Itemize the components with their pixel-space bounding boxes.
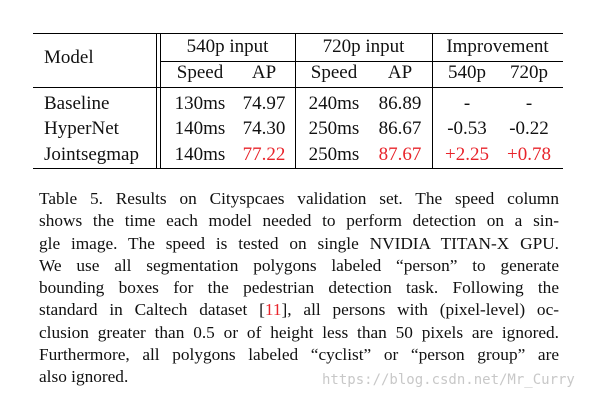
row-jointsegmap-imp-540: +2.25 bbox=[445, 144, 489, 165]
header-ap-720: AP bbox=[387, 62, 413, 83]
row-jointsegmap-model: Jointsegmap bbox=[44, 144, 139, 165]
header-imp-540: 540p bbox=[448, 62, 486, 83]
row-baseline-imp-540: - bbox=[463, 93, 471, 114]
row-baseline-imp-720: - bbox=[525, 93, 533, 114]
row-jointsegmap-speed-540: 140ms bbox=[174, 144, 226, 165]
row-hypernet-ap-720: 86.67 bbox=[378, 118, 422, 139]
caption-line: shows the time each model needed to perf… bbox=[39, 211, 559, 231]
caption-line: We use all segmentation polygons labeled… bbox=[39, 255, 559, 275]
header-imp-720: 720p bbox=[510, 62, 548, 83]
watermark-url: https://blog.csdn.net/Mr_Curry bbox=[322, 372, 575, 388]
group-divider-540-720 bbox=[295, 33, 296, 168]
table-caption: Table 5. Results on Cityspcaes validatio… bbox=[39, 188, 559, 389]
row-hypernet-imp-720: -0.22 bbox=[509, 118, 549, 139]
header-group-720: 720p input bbox=[322, 36, 405, 57]
caption-line: gle image. The speed is tested on single… bbox=[39, 233, 559, 253]
row-baseline-speed-720: 240ms bbox=[308, 93, 360, 114]
results-table: Model 540p input 720p input Improvement … bbox=[0, 0, 594, 180]
caption-line-with-citation: standard in Caltech dataset [11], all pe… bbox=[39, 299, 559, 321]
table-bottom-rule bbox=[33, 168, 563, 169]
header-group-540: 540p input bbox=[186, 36, 269, 57]
row-baseline-ap-720: 86.89 bbox=[378, 93, 422, 114]
header-bottom-rule bbox=[33, 87, 563, 88]
caption-text: ], all persons with (pixel-level) oc- bbox=[281, 300, 559, 320]
row-baseline-ap-540: 74.97 bbox=[242, 93, 286, 114]
caption-line: clusion greater than 0.5 or of height le… bbox=[39, 322, 559, 342]
row-jointsegmap-ap-540: 77.22 bbox=[242, 144, 286, 165]
header-model: Model bbox=[44, 47, 94, 68]
row-jointsegmap-imp-720: +0.78 bbox=[507, 144, 551, 165]
model-divider-right bbox=[160, 33, 161, 168]
group-divider-720-imp bbox=[432, 33, 433, 168]
caption-line: also ignored. bbox=[39, 367, 129, 387]
row-hypernet-model: HyperNet bbox=[44, 118, 119, 139]
header-ap-540: AP bbox=[251, 62, 277, 83]
citation-link[interactable]: 11 bbox=[264, 300, 282, 320]
row-baseline-speed-540: 130ms bbox=[174, 93, 226, 114]
row-hypernet-imp-540: -0.53 bbox=[447, 118, 487, 139]
row-baseline-model: Baseline bbox=[44, 93, 110, 114]
row-hypernet-speed-720: 250ms bbox=[308, 118, 360, 139]
table-top-rule bbox=[33, 33, 563, 34]
caption-line: Table 5. Results on Cityspcaes validatio… bbox=[39, 189, 559, 208]
row-jointsegmap-ap-720: 87.67 bbox=[378, 144, 422, 165]
header-speed-540: Speed bbox=[176, 62, 224, 83]
model-divider-left bbox=[156, 33, 157, 168]
header-speed-720: Speed bbox=[310, 62, 358, 83]
row-hypernet-speed-540: 140ms bbox=[174, 118, 226, 139]
caption-text: standard in Caltech dataset [ bbox=[39, 300, 265, 320]
group-header-rule bbox=[160, 61, 563, 62]
caption-line: bounding boxes for the pedestrian detect… bbox=[39, 278, 559, 298]
row-hypernet-ap-540: 74.30 bbox=[242, 118, 286, 139]
caption-line: Furthermore, all polygons labeled “cycli… bbox=[39, 345, 559, 365]
header-group-improvement: Improvement bbox=[446, 36, 549, 57]
row-jointsegmap-speed-720: 250ms bbox=[308, 144, 360, 165]
